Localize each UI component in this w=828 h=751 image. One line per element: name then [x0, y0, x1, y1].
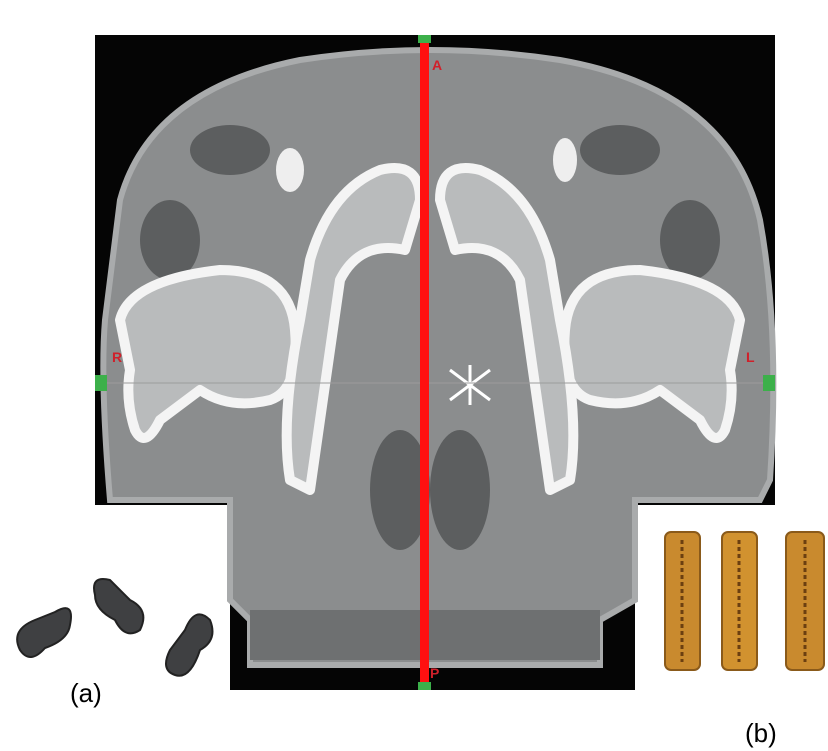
panel-label: (b) [745, 718, 777, 748]
orientation-label: L [746, 349, 755, 365]
orientation-label: R [112, 349, 122, 365]
seed-cylinder [786, 532, 824, 670]
fat-patch [190, 125, 270, 175]
vertical-reference-line [420, 35, 429, 690]
orientation-label: P [430, 665, 439, 681]
marker-left [763, 375, 775, 391]
seed-cylinder [665, 532, 700, 670]
marker-bottom [418, 682, 431, 690]
fat-patch [140, 200, 200, 280]
marker-top [418, 35, 431, 43]
inset-a-seeds [17, 579, 212, 676]
seed [166, 614, 212, 675]
fat-patch [660, 200, 720, 280]
seed [94, 579, 143, 633]
calcified-vessel [553, 138, 577, 182]
fat-patch [580, 125, 660, 175]
seed-cylinder [722, 532, 757, 670]
calcified-vessel [276, 148, 304, 192]
seed [17, 608, 71, 657]
figure: A R L P (a) (b) [0, 0, 828, 751]
fat-patch [430, 430, 490, 550]
inset-b-seeds [665, 532, 824, 670]
orientation-label: A [432, 57, 442, 73]
panel-label: (a) [70, 678, 102, 708]
marker-right [95, 375, 107, 391]
